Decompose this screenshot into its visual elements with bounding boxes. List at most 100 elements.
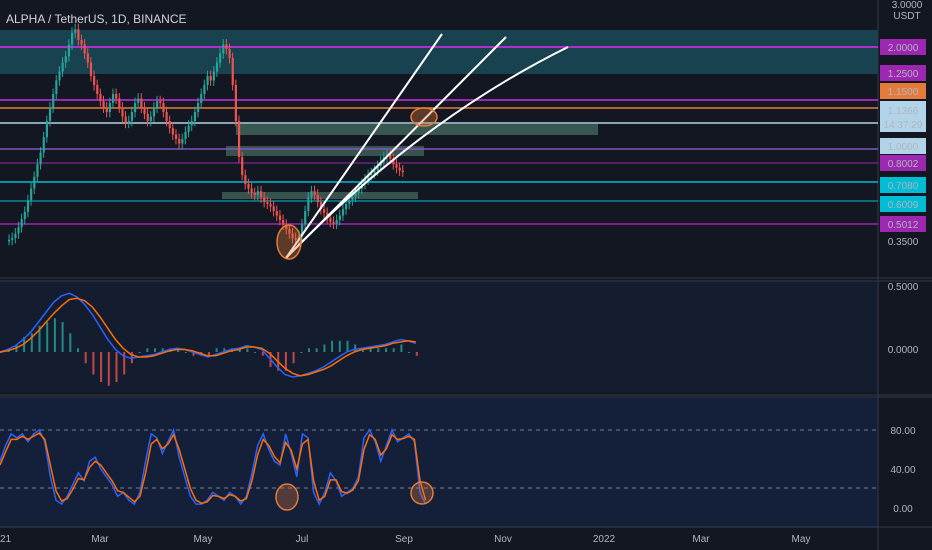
highlight-circle [275,483,299,511]
candle-body [200,94,203,103]
price-scale-header: 3.0000 USDT [884,0,930,22]
support-zone [226,146,424,156]
highlight-circle [410,481,434,505]
candle-body [71,32,74,45]
candle-body [26,200,30,212]
candle-body [190,121,193,126]
macd-histogram-bar [115,352,118,382]
candle-body [278,215,282,220]
price-label-box [880,155,926,171]
macd-histogram-bar [207,352,210,356]
price-tick-label: 0.3500 [888,237,919,248]
highlight-circle [276,224,302,260]
macd-histogram-bar [138,352,141,353]
trendline [285,33,443,259]
time-tick-label: 2022 [593,534,616,545]
candle-body [215,62,219,72]
top-scale-label: 3.0000 [891,0,923,11]
candle-body [203,85,206,94]
macd-histogram-bar [107,352,110,386]
candle-body [174,134,178,139]
stoch-pane-background [0,398,878,528]
candle-body [77,29,80,40]
candle-body [14,233,17,238]
candle-body [162,103,165,112]
candle-body [231,58,234,85]
candle-body [241,157,244,175]
candle-body [159,101,162,103]
candle-body [285,224,288,229]
macd-line [0,297,416,377]
time-tick-label: Mar [91,534,109,545]
macd-histogram-bar [400,344,403,352]
macd-histogram-bar [338,340,341,352]
candle-body [184,131,187,139]
candle-body [206,76,209,85]
candle-body [209,76,212,81]
macd-histogram-bar [385,348,387,352]
macd-histogram-bar [146,348,149,352]
highlight-circle [410,107,438,127]
candle-body [389,155,392,159]
candle-body [263,197,266,202]
candle-body [93,76,96,85]
candle-body [354,193,357,197]
stoch-tick-label: 80.00 [890,426,915,437]
countdown-label: 14:37:29 [884,120,923,131]
candle-body [272,206,275,211]
macd-histogram-bar [346,340,349,352]
candle-body [102,101,105,108]
axis-corner [880,530,926,550]
candle-body [310,191,313,198]
candle-body [335,220,338,224]
stoch-line [0,432,427,505]
price-label: 0.5012 [888,220,919,231]
candle-body [121,107,124,117]
macd-histogram-bar [215,348,218,352]
candle-body [61,62,64,72]
candle-body [67,44,71,57]
macd-histogram-bar [284,352,287,371]
candle-body [42,137,45,153]
candle-body [323,209,326,213]
candle-body [307,197,310,211]
macd-tick-label: 0.5000 [888,282,919,293]
candle-body [143,107,146,114]
price-label-box [880,216,926,232]
time-tick-label: Sep [395,534,413,545]
candle-body [168,121,171,129]
candle-body [260,191,263,198]
price-label-box [880,138,926,154]
candle-body [178,139,181,144]
candle-body [96,85,99,94]
candle-body [152,107,156,117]
macd-histogram-bar [84,352,87,364]
candle-body [48,107,52,121]
candle-body [373,170,376,174]
candle-body [341,209,345,216]
macd-pane-background [0,282,878,392]
price-label: 1.0000 [888,142,919,153]
candle-body [351,196,354,201]
time-tick-label: May [194,534,213,545]
candle-body [329,218,332,222]
macd-histogram-bar [300,352,303,353]
candle-body [8,239,11,242]
macd-histogram-bar [377,348,380,352]
price-label-box [880,177,926,193]
macd-histogram-bar [292,352,295,364]
price-label-box [880,196,926,212]
macd-histogram-bar [315,348,318,352]
candle-body [36,164,39,177]
candle-body [134,103,137,112]
candle-body [118,98,121,108]
time-tick-label: Mar [692,534,710,545]
candle-body [395,164,398,168]
price-label-box [880,39,926,55]
candle-body [20,219,23,228]
candle-body [228,49,231,58]
chart-title: ALPHA / TetherUS, 1D, BINANCE [6,12,187,26]
candle-body [316,194,319,202]
candle-body [234,85,237,121]
